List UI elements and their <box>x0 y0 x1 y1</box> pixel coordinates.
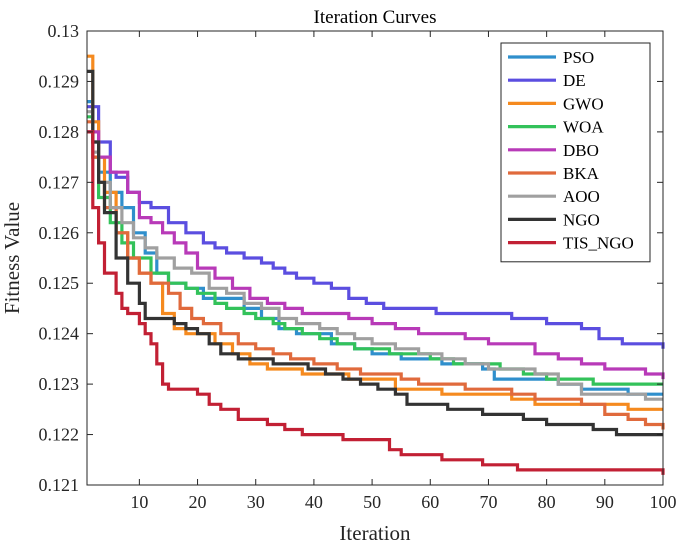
plot-frame <box>86 30 664 486</box>
legend-label: DBO <box>563 141 599 160</box>
x-axis: 10 20 30 40 50 60 70 80 90 100 <box>130 31 677 512</box>
series-line-bka <box>87 120 665 430</box>
y-tick-label: 0.129 <box>39 71 80 91</box>
x-tick-label: 100 <box>650 492 677 512</box>
x-tick-label: 10 <box>130 492 148 512</box>
y-tick-label: 0.121 <box>39 475 80 495</box>
x-axis-label: Iteration <box>339 521 411 545</box>
x-tick-label: 70 <box>479 492 497 512</box>
y-tick-label: 0.128 <box>39 122 80 142</box>
y-tick-label: 0.124 <box>39 324 80 344</box>
y-tick-label: 0.126 <box>39 223 80 243</box>
legend-label: PSO <box>563 48 594 67</box>
x-tick-label: 20 <box>189 492 207 512</box>
legend-label: WOA <box>563 118 604 137</box>
x-tick-label: 60 <box>421 492 439 512</box>
y-tick-label: 0.13 <box>48 21 80 41</box>
chart-title: Iteration Curves <box>314 7 437 28</box>
y-tick-label: 0.127 <box>39 172 80 192</box>
legend-label: NGO <box>563 210 600 229</box>
x-tick-label: 50 <box>363 492 381 512</box>
series-line-ngo <box>87 69 663 437</box>
y-tick-label: 0.122 <box>39 425 80 445</box>
series-layer <box>87 54 665 475</box>
y-tick-label: 0.123 <box>39 374 80 394</box>
legend-label: DE <box>563 71 586 90</box>
y-axis-label: Fitness Value <box>0 202 24 314</box>
series-line-tis-ngo <box>87 130 665 475</box>
legend-label: BKA <box>563 164 600 183</box>
legend-label: AOO <box>563 187 600 206</box>
legend-label: GWO <box>563 94 604 113</box>
series-line-dbo <box>87 130 665 380</box>
x-tick-label: 90 <box>596 492 614 512</box>
x-tick-label: 80 <box>538 492 556 512</box>
x-tick-label: 40 <box>305 492 323 512</box>
x-tick-label: 30 <box>247 492 265 512</box>
legend-label: TIS_NGO <box>563 234 634 253</box>
legend: PSO DE GWO WOA DBO BKA AOO NGO TIS_NGO <box>500 42 651 263</box>
y-tick-label: 0.125 <box>39 273 80 293</box>
y-axis: 0.121 0.122 0.123 0.124 0.125 0.126 0.127 0.128… <box>39 21 663 495</box>
series-line-aoo <box>87 110 663 401</box>
